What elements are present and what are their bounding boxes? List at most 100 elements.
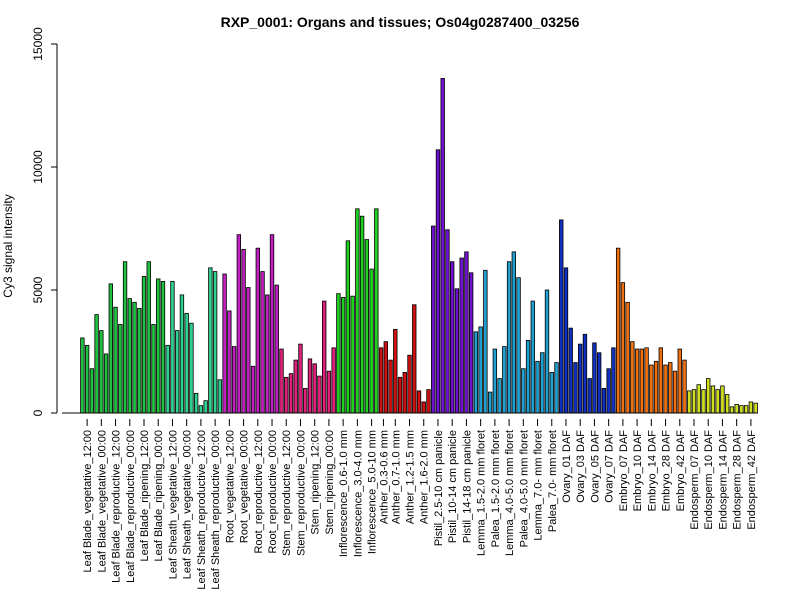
x-tick-label: Endosperm_42 DAF: [746, 430, 758, 530]
bar: [587, 378, 592, 414]
x-tick-label: Ovary_01 DAF: [561, 430, 573, 503]
bar: [393, 328, 398, 414]
x-tick-label: Inflorescence_3.0-4.0 mm: [352, 430, 364, 557]
bar: [734, 403, 739, 414]
bar: [146, 261, 151, 414]
x-tick-label: Ovary_05 DAF: [589, 430, 601, 503]
bar: [431, 225, 436, 414]
bar: [241, 249, 246, 414]
bar: [620, 282, 626, 414]
bar: [573, 362, 578, 414]
bar: [568, 327, 573, 414]
x-tick-label: Leaf Blade_vegetative_12:00: [82, 430, 94, 573]
bar: [326, 370, 332, 414]
bar: [222, 273, 227, 414]
bar: [487, 391, 493, 414]
bar: [649, 364, 654, 414]
x-tick-label: Endosperm_28 DAF: [732, 430, 744, 530]
x-tick-label: Leaf Blade_vegetative_00:00: [96, 430, 108, 573]
bar: [184, 312, 189, 414]
bar: [502, 346, 507, 414]
x-tick-label: Embryo_10 DAF: [632, 430, 644, 512]
x-tick-label: Lemma_4.0-5.0 mm floret: [504, 430, 516, 556]
bar: [84, 344, 90, 414]
y-axis-label: Cy3 signal intensity: [1, 194, 15, 297]
bar: [231, 346, 237, 414]
bar: [108, 283, 113, 414]
bar: [122, 261, 128, 414]
x-tick-label: Embryo_14 DAF: [646, 430, 658, 512]
bar: [421, 401, 426, 414]
bar: [307, 358, 313, 414]
x-tick-label: Palea_1.5-2.0 mm floret: [490, 430, 502, 547]
bar: [193, 392, 199, 414]
bar: [336, 293, 341, 414]
bar: [663, 364, 668, 414]
bar: [284, 376, 289, 414]
bar: [710, 385, 716, 414]
bar: [151, 324, 156, 414]
bar: [435, 149, 441, 414]
bar: [653, 360, 659, 414]
x-tick-label: Stem_reproductive_00:00: [295, 430, 307, 556]
x-tick-label: Ovary_03 DAF: [575, 430, 587, 503]
bar: [592, 342, 597, 414]
x-tick-label: Root_reproductive_00:00: [267, 430, 279, 554]
bar: [208, 267, 213, 414]
x-tick-label: Leaf Blade_ripening_00:00: [153, 430, 165, 562]
bar: [672, 370, 678, 414]
bar: [706, 378, 711, 414]
x-tick-label: Palea_7.0- mm floret: [547, 430, 559, 532]
bar: [322, 300, 327, 414]
bar: [521, 368, 526, 414]
x-tick-label: Leaf Sheath_reproductive_12:00: [196, 430, 208, 590]
bar: [364, 239, 370, 414]
bar: [236, 234, 242, 414]
bar: [739, 405, 744, 414]
bar: [388, 359, 393, 414]
bar: [416, 390, 422, 414]
bar: [682, 359, 687, 414]
bar: [175, 330, 180, 414]
bar: [255, 247, 260, 414]
bar: [611, 347, 616, 414]
bar: [720, 385, 725, 414]
bar: [582, 333, 588, 414]
bar: [596, 352, 602, 414]
bar: [288, 373, 294, 414]
bar: [450, 261, 455, 414]
y-tick-label: 10000: [31, 150, 45, 184]
x-tick-label: Inflorescence_0.6-1.0 mm: [338, 430, 350, 557]
bar: [440, 78, 445, 414]
bar: [99, 330, 104, 414]
x-tick-label: Embryo_07 DAF: [618, 430, 630, 512]
bar: [464, 251, 469, 414]
bar: [639, 348, 645, 414]
bar: [312, 363, 317, 414]
x-tick-label: Embryo_28 DAF: [661, 430, 673, 512]
bar: [634, 348, 640, 414]
bars-layer: [80, 78, 758, 414]
bar: [658, 347, 663, 414]
x-tick-label: Pistil_10-14 cm panicle: [447, 430, 459, 543]
x-tick-label: Leaf Sheath_vegetative_00:00: [182, 430, 194, 579]
bar: [355, 208, 360, 414]
bar: [203, 400, 208, 414]
bar: [317, 375, 322, 414]
bar: [198, 405, 204, 414]
bar: [668, 362, 673, 414]
bar: [118, 324, 123, 414]
bar: [549, 372, 554, 414]
bar: [350, 295, 355, 414]
x-tick-label: Palea_4.0-5.0 mm floret: [518, 430, 530, 547]
bar: [753, 402, 758, 414]
x-axis-ticks: Leaf Blade_vegetative_12:00 Leaf Blade_ve…: [82, 419, 758, 590]
x-tick-label: Stem_ripening_12:00: [310, 430, 322, 535]
bar: [743, 405, 749, 414]
bar: [691, 389, 697, 414]
x-tick-label: Lemma_1.5-2.0 mm floret: [476, 430, 488, 556]
x-tick-label: Endosperm_10 DAF: [703, 430, 715, 530]
x-tick-label: Endosperm_14 DAF: [717, 430, 729, 530]
x-tick-label: Leaf Sheath_vegetative_12:00: [167, 430, 179, 579]
